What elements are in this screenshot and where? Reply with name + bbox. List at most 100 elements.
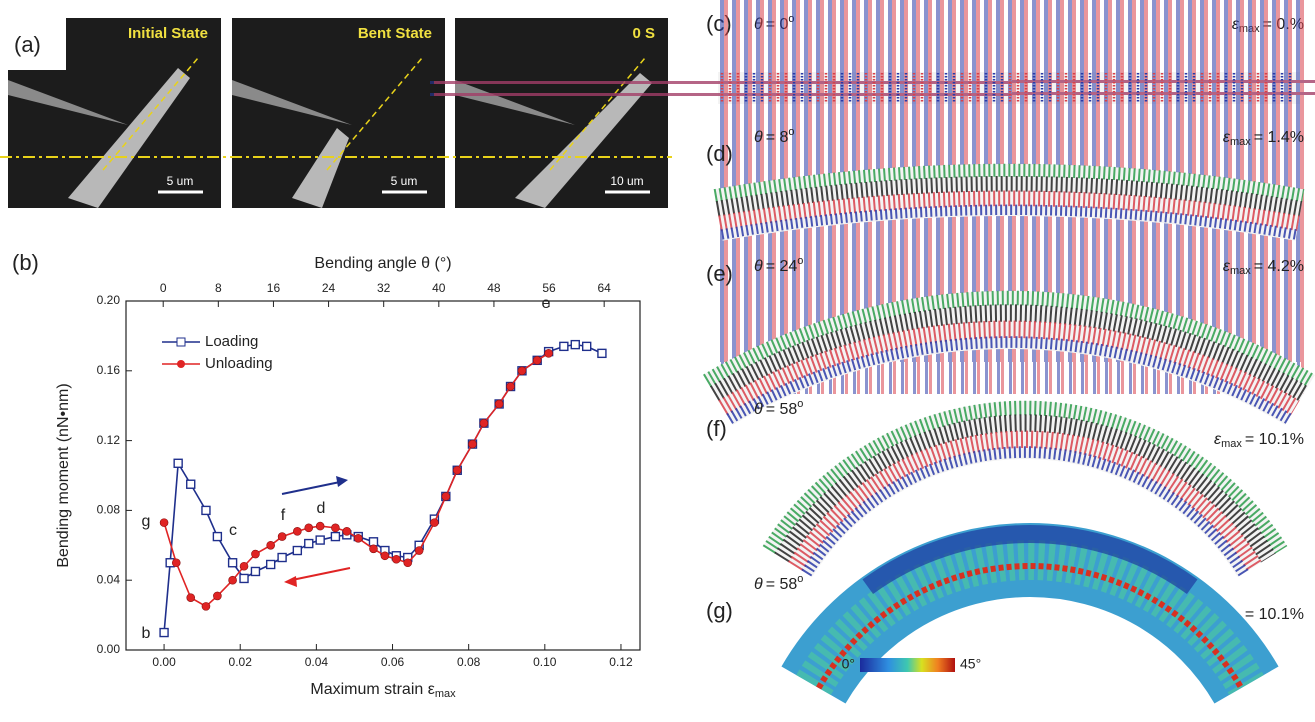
marker bbox=[201, 505, 211, 516]
nanowire bbox=[292, 128, 349, 208]
atom-band bbox=[703, 291, 1315, 425]
marker bbox=[331, 523, 340, 533]
y-tick-label: 0.16 bbox=[97, 363, 121, 377]
marker bbox=[186, 479, 196, 489]
y-tick-label: 0.12 bbox=[97, 433, 121, 447]
marker bbox=[171, 558, 181, 568]
series-line bbox=[163, 343, 603, 633]
marker bbox=[213, 591, 222, 601]
x-axis-label-sub: max bbox=[435, 688, 456, 700]
marker bbox=[403, 558, 413, 568]
arrow bbox=[291, 567, 351, 581]
marker bbox=[559, 341, 569, 352]
legend-marker bbox=[176, 337, 186, 347]
y-tick-label: 0.08 bbox=[97, 503, 121, 517]
x2-tick-label: 32 bbox=[377, 281, 391, 295]
annotation: c bbox=[229, 522, 237, 539]
marker bbox=[228, 575, 237, 585]
marker bbox=[250, 566, 261, 577]
series-line bbox=[163, 352, 550, 608]
theta-symbol: θ bbox=[754, 129, 763, 146]
atom-layer bbox=[762, 400, 1288, 554]
colorbar bbox=[860, 658, 955, 672]
scale-label: 10 um bbox=[610, 174, 643, 188]
strain-symbol: ε bbox=[1223, 129, 1231, 146]
probe bbox=[455, 80, 575, 125]
x-tick-label: 0.10 bbox=[533, 655, 557, 669]
marker bbox=[479, 418, 489, 428]
atom-layer bbox=[774, 414, 1276, 563]
theta-value: = 24 bbox=[766, 258, 798, 275]
x-tick-label: 0.08 bbox=[457, 655, 481, 669]
theta-label: θ = 24o bbox=[754, 255, 803, 275]
atom-layer bbox=[703, 290, 1315, 388]
marker bbox=[544, 349, 553, 358]
legend-label: Unloading bbox=[205, 355, 273, 372]
strain-sub: max bbox=[1230, 136, 1251, 148]
x-tick-label: 0.00 bbox=[152, 655, 176, 669]
x2-tick-label: 0 bbox=[160, 281, 167, 295]
image-caption: Bent State bbox=[358, 25, 432, 42]
theta-value: = 8 bbox=[766, 129, 789, 146]
marker bbox=[239, 573, 249, 584]
theta-label: θ = 58o bbox=[754, 398, 803, 418]
y-tick-label: 0.00 bbox=[97, 642, 121, 656]
panel-label: (a) bbox=[14, 32, 41, 57]
x2-tick-label: 8 bbox=[215, 281, 222, 295]
marker bbox=[251, 549, 260, 559]
atom-layer bbox=[715, 175, 1303, 217]
scale-label: 5 um bbox=[391, 174, 418, 188]
image-caption: 0 S bbox=[632, 25, 655, 42]
x2-tick-label: 56 bbox=[542, 281, 556, 295]
orientation-band bbox=[816, 563, 1244, 690]
x2-tick-label: 24 bbox=[322, 281, 336, 295]
marker bbox=[277, 532, 287, 541]
probe bbox=[8, 80, 128, 125]
theta-unit: o bbox=[797, 398, 803, 410]
strain-label: εmax = 10.1% bbox=[1214, 431, 1304, 450]
arrow-head bbox=[336, 476, 348, 487]
marker bbox=[353, 534, 363, 543]
marker bbox=[441, 492, 451, 501]
annotation: b bbox=[142, 625, 151, 642]
nanowire bbox=[515, 73, 652, 208]
sem-image bbox=[232, 18, 445, 208]
marker bbox=[159, 518, 169, 527]
marker bbox=[239, 561, 249, 571]
orientation-band bbox=[862, 525, 1198, 594]
x-axis-label: Maximum strain εmax bbox=[310, 681, 456, 700]
orientation-band bbox=[796, 540, 1264, 696]
y-axis-label: Bending moment (nN•nm) bbox=[55, 383, 72, 567]
y-tick-label: 0.20 bbox=[97, 293, 121, 307]
marker bbox=[304, 538, 314, 549]
legend-marker bbox=[177, 360, 185, 368]
strain-label: εmax = 1.4% bbox=[1223, 129, 1304, 148]
strain-symbol: ε bbox=[1214, 431, 1222, 448]
panel-label: (g) bbox=[706, 598, 733, 623]
annotation: f bbox=[281, 507, 286, 524]
marker bbox=[506, 382, 515, 391]
marker bbox=[532, 356, 542, 365]
theta-value: = 58 bbox=[766, 401, 798, 418]
marker bbox=[265, 559, 276, 570]
x-tick-label: 0.06 bbox=[381, 655, 405, 669]
atom-layer bbox=[713, 163, 1305, 202]
strain-symbol: ε bbox=[1223, 258, 1231, 275]
marker bbox=[342, 527, 352, 536]
nanowire bbox=[68, 68, 190, 208]
theta-unit: o bbox=[797, 573, 803, 585]
marker bbox=[517, 366, 527, 376]
x-tick-label: 0.02 bbox=[229, 655, 253, 669]
atom-layer bbox=[801, 446, 1249, 577]
x2-tick-label: 64 bbox=[597, 281, 611, 295]
panel-label: (e) bbox=[706, 261, 733, 286]
marker bbox=[159, 627, 169, 638]
x-tick-label: 0.12 bbox=[609, 655, 633, 669]
atom-layer bbox=[718, 190, 1300, 231]
marker bbox=[581, 341, 592, 352]
marker bbox=[304, 523, 314, 533]
strain-label: εmax = 4.2% bbox=[1223, 258, 1304, 277]
probe bbox=[232, 80, 352, 125]
marker bbox=[494, 399, 504, 409]
marker bbox=[570, 339, 580, 350]
